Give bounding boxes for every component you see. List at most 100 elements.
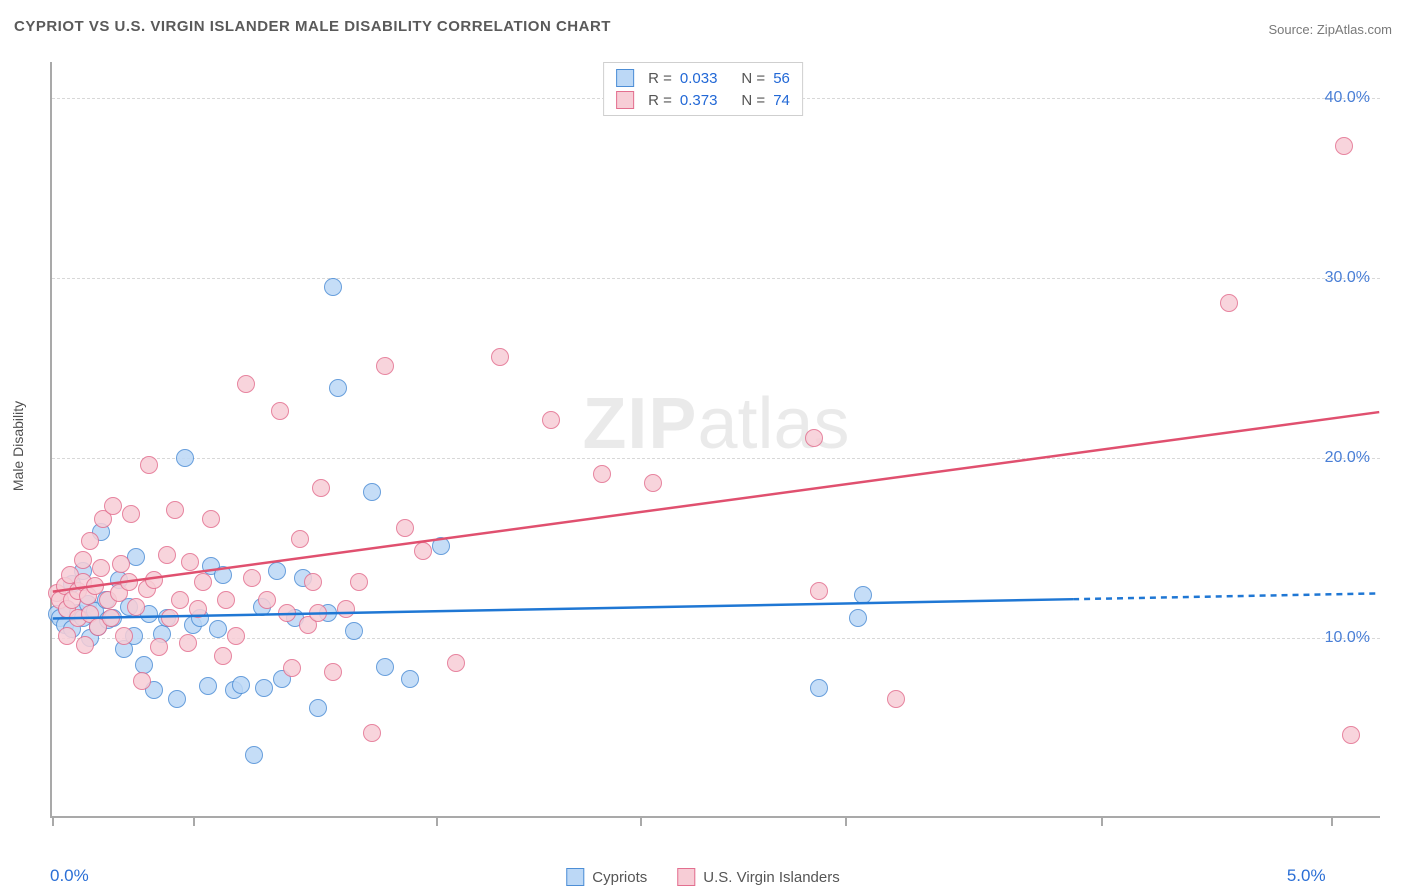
scatter-point (324, 278, 342, 296)
trend-line-dashed (1073, 593, 1379, 599)
scatter-point (181, 553, 199, 571)
scatter-point (194, 573, 212, 591)
scatter-point (414, 542, 432, 560)
scatter-point (542, 411, 560, 429)
x-tick (1101, 816, 1103, 826)
scatter-point (171, 591, 189, 609)
scatter-point (243, 569, 261, 587)
scatter-point (227, 627, 245, 645)
scatter-point (74, 551, 92, 569)
legend-item: U.S. Virgin Islanders (677, 868, 839, 886)
legend-stats-row: R =0.373N =74 (616, 89, 790, 111)
scatter-point (140, 456, 158, 474)
scatter-point (376, 658, 394, 676)
legend-bottom: Cypriots U.S. Virgin Islanders (566, 868, 839, 886)
scatter-point (593, 465, 611, 483)
scatter-point (217, 591, 235, 609)
scatter-point (1220, 294, 1238, 312)
scatter-point (345, 622, 363, 640)
scatter-point (255, 679, 273, 697)
scatter-point (214, 566, 232, 584)
trend-lines (52, 62, 1380, 816)
watermark: ZIPatlas (582, 383, 849, 465)
scatter-point (291, 530, 309, 548)
scatter-point (810, 582, 828, 600)
scatter-point (232, 676, 250, 694)
chart-container: CYPRIOT VS U.S. VIRGIN ISLANDER MALE DIS… (0, 0, 1406, 892)
scatter-point (644, 474, 662, 492)
scatter-point (396, 519, 414, 537)
scatter-point (283, 659, 301, 677)
scatter-point (271, 402, 289, 420)
scatter-point (363, 724, 381, 742)
scatter-point (258, 591, 276, 609)
y-tick-label: 30.0% (1325, 269, 1370, 287)
scatter-point (304, 573, 322, 591)
scatter-point (309, 699, 327, 717)
scatter-point (849, 609, 867, 627)
scatter-point (237, 375, 255, 393)
scatter-point (376, 357, 394, 375)
scatter-point (447, 654, 465, 672)
scatter-point (268, 562, 286, 580)
scatter-point (145, 571, 163, 589)
scatter-point (854, 586, 872, 604)
source-label: Source: ZipAtlas.com (1268, 22, 1392, 37)
x-tick (640, 816, 642, 826)
scatter-point (189, 600, 207, 618)
x-tick (1331, 816, 1333, 826)
legend-swatch (677, 868, 695, 886)
scatter-point (401, 670, 419, 688)
scatter-point (58, 627, 76, 645)
trend-line (53, 412, 1379, 592)
scatter-point (432, 537, 450, 555)
legend-stats-row: R =0.033N =56 (616, 67, 790, 89)
legend-item: Cypriots (566, 868, 647, 886)
scatter-point (158, 546, 176, 564)
scatter-point (1335, 137, 1353, 155)
y-tick-label: 40.0% (1325, 89, 1370, 107)
scatter-point (76, 636, 94, 654)
scatter-point (350, 573, 368, 591)
scatter-point (329, 379, 347, 397)
scatter-point (176, 449, 194, 467)
y-tick-label: 20.0% (1325, 449, 1370, 467)
legend-swatch (616, 91, 634, 109)
stat-r-value: 0.373 (680, 92, 718, 109)
scatter-point (337, 600, 355, 618)
scatter-point (363, 483, 381, 501)
scatter-point (209, 620, 227, 638)
scatter-point (199, 677, 217, 695)
scatter-point (127, 548, 145, 566)
scatter-point (810, 679, 828, 697)
x-tick (193, 816, 195, 826)
scatter-point (179, 634, 197, 652)
scatter-point (491, 348, 509, 366)
gridline (52, 638, 1380, 639)
stat-n-value: 74 (773, 92, 790, 109)
scatter-point (245, 746, 263, 764)
scatter-point (104, 497, 122, 515)
plot-area: ZIPatlas 10.0% 20.0% 30.0% 40.0% (50, 62, 1380, 818)
scatter-point (278, 604, 296, 622)
scatter-point (122, 505, 140, 523)
scatter-point (805, 429, 823, 447)
legend-label: U.S. Virgin Islanders (703, 869, 839, 886)
x-axis-max-label: 5.0% (1287, 866, 1326, 886)
x-axis-min-label: 0.0% (50, 866, 89, 886)
scatter-point (166, 501, 184, 519)
scatter-point (133, 672, 151, 690)
stat-n-value: 56 (773, 70, 790, 87)
scatter-point (309, 604, 327, 622)
scatter-point (150, 638, 168, 656)
legend-swatch (566, 868, 584, 886)
scatter-point (161, 609, 179, 627)
scatter-point (120, 573, 138, 591)
legend-stats-box: R =0.033N =56R =0.373N =74 (603, 62, 803, 116)
y-tick-label: 10.0% (1325, 629, 1370, 647)
y-axis-label: Male Disability (10, 401, 26, 491)
chart-title: CYPRIOT VS U.S. VIRGIN ISLANDER MALE DIS… (14, 18, 611, 35)
x-tick (52, 816, 54, 826)
scatter-point (92, 559, 110, 577)
x-tick (436, 816, 438, 826)
